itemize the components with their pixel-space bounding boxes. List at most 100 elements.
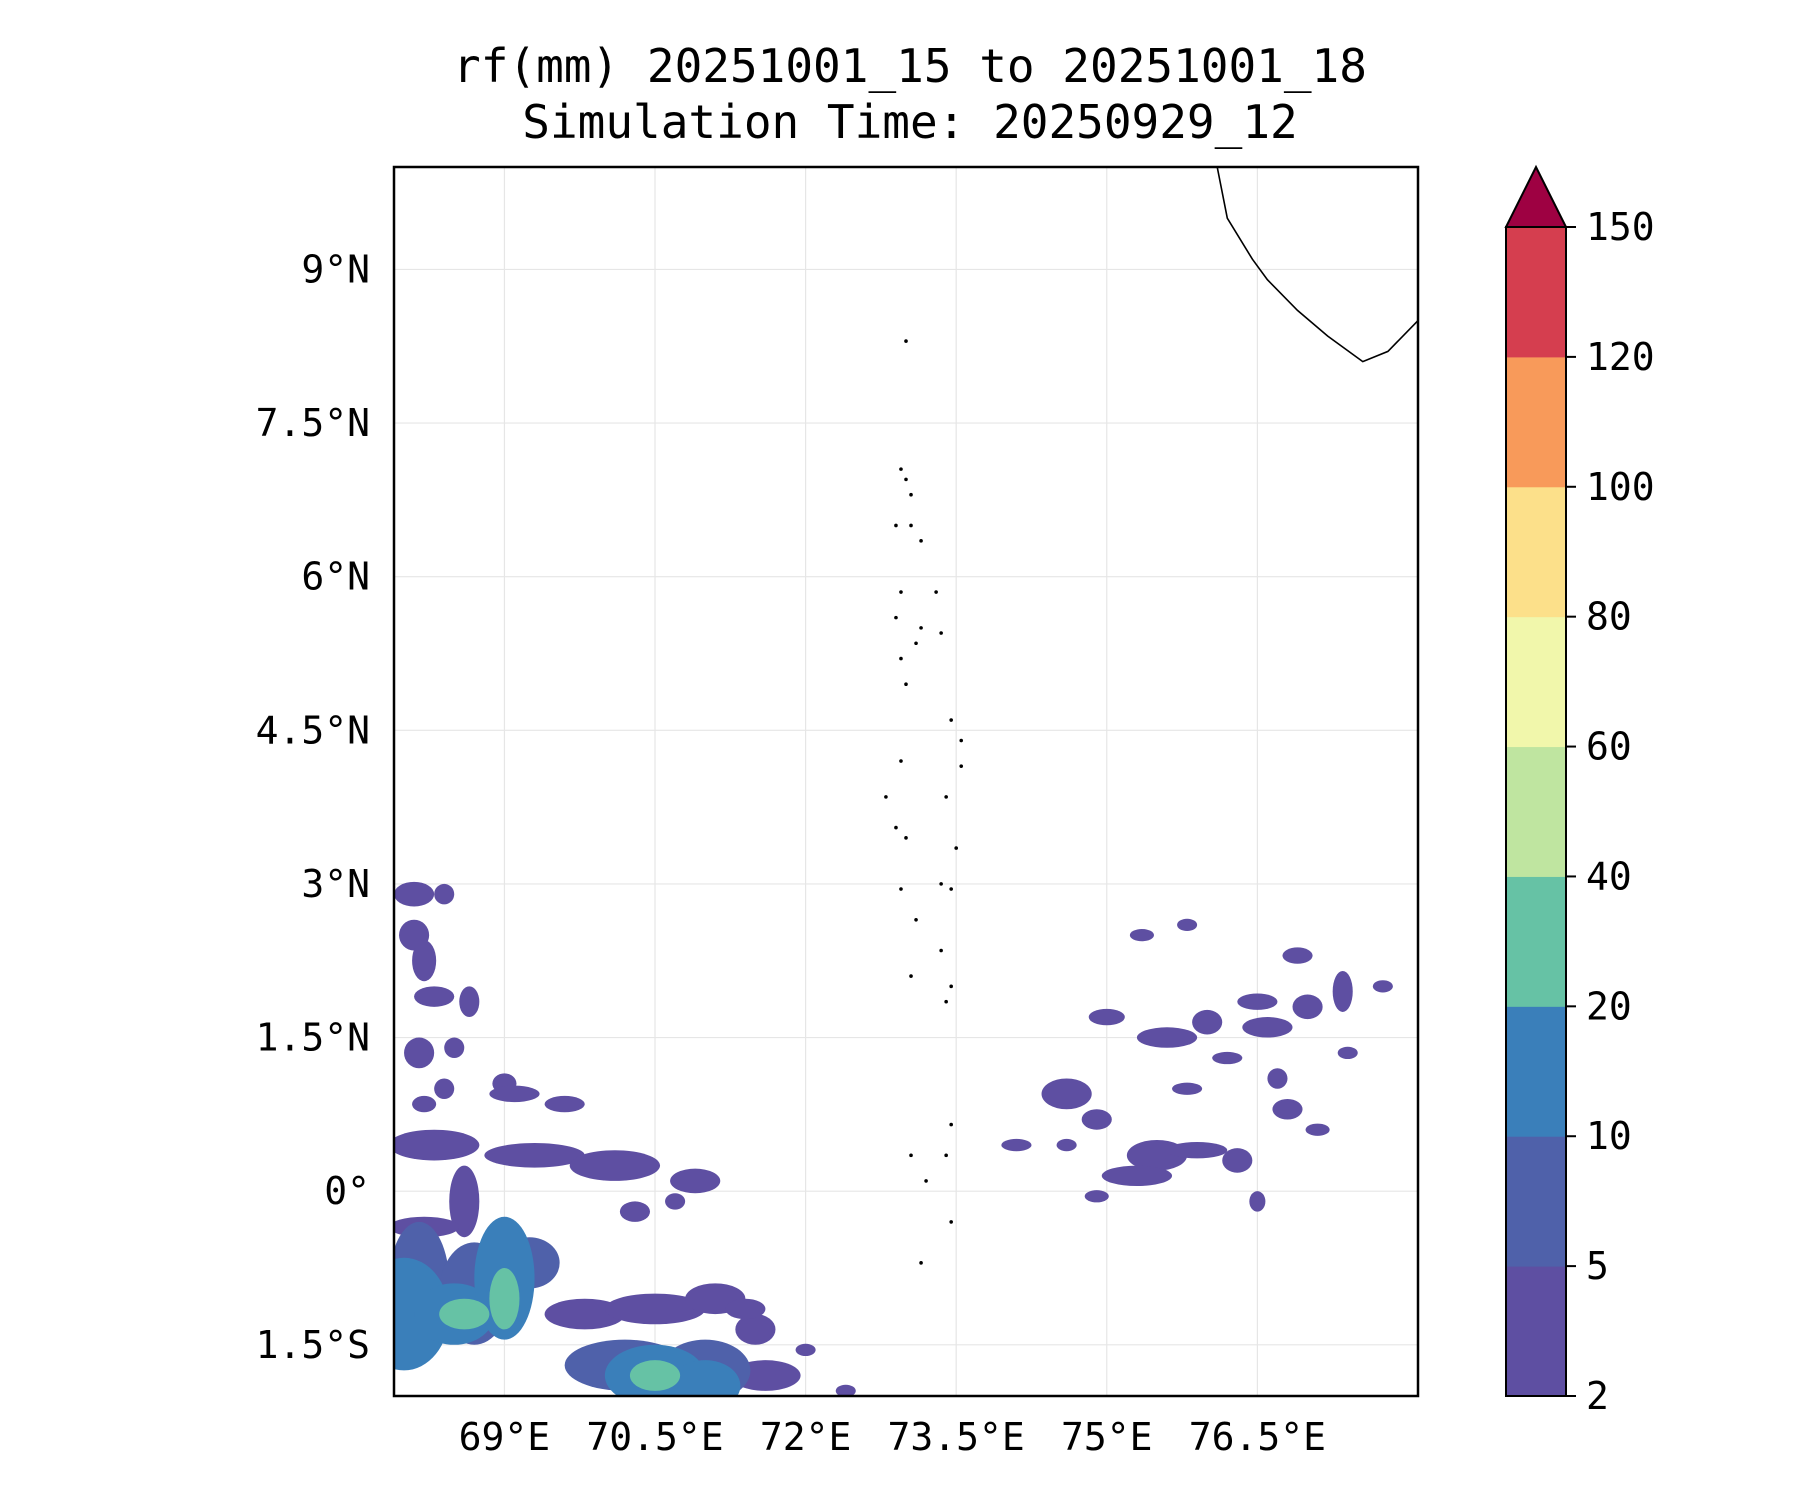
rain-cell-level-1 (775, 1369, 796, 1382)
rain-cell-level-4 (489, 1267, 520, 1330)
rain-cell-level-1 (1192, 1009, 1223, 1035)
gridlines (394, 167, 1418, 1396)
colorbar-tick-label: 10 (1586, 1114, 1632, 1158)
india-coastline (1216, 167, 1418, 363)
colorbar-outline (1505, 226, 1567, 1397)
colorbar-tick-label: 60 (1586, 725, 1632, 769)
island-dot (944, 1153, 948, 1158)
island-dot (959, 764, 964, 768)
rain-cell-level-1 (1129, 928, 1154, 942)
colorbar-tick-label: 150 (1586, 205, 1655, 249)
map-frame (392, 165, 1420, 1398)
lon-tick-label: 70.5°E (586, 1415, 723, 1459)
colorbar-segment (1506, 746, 1566, 877)
latitude-labels: 9°N 7.5°N 6°N 4.5°N 3°N 1.5°N 0° 1.5°S (256, 247, 370, 1366)
title-line-1: rf(mm) 20251001_15 to 20251001_18 (453, 39, 1367, 93)
map-background (394, 167, 1418, 1396)
rain-cell-level-1 (665, 1193, 686, 1210)
rain-cell-level-1 (544, 1095, 585, 1113)
lat-tick-label: 3°N (301, 862, 370, 906)
colorbar-segment (1506, 876, 1566, 1007)
island-dot (954, 846, 958, 850)
island-dot (904, 682, 908, 687)
rain-cell-level-1 (795, 1343, 816, 1357)
longitude-labels: 69°E 70.5°E 72°E 73.5°E 75°E 76.5°E (459, 1415, 1326, 1459)
island-dot (949, 984, 953, 989)
colorbar-extend-arrow (1504, 164, 1568, 228)
island-dot (894, 825, 898, 830)
rain-cell-level-1 (394, 1129, 480, 1161)
lat-tick-label: 6°N (301, 555, 370, 599)
rain-cell-level-1 (1177, 918, 1198, 932)
rain-cell-level-4 (629, 1360, 681, 1391)
colorbar-tick-label: 20 (1586, 984, 1632, 1028)
rain-cell-level-1 (1332, 970, 1353, 1012)
island-dot (949, 1220, 953, 1224)
rain-cell-level-1 (1282, 947, 1313, 964)
rain-cell-level-1 (434, 883, 455, 905)
island-dot (899, 467, 903, 471)
rain-cell-level-1 (1041, 1078, 1092, 1110)
island-dot (914, 641, 918, 646)
island-dot (899, 656, 903, 661)
colorbar-tick-label: 2 (1586, 1374, 1609, 1418)
lat-tick-label: 1.5°N (256, 1016, 370, 1060)
rain-cell-level-1 (444, 1037, 465, 1059)
rain-cell-level-1 (404, 1037, 435, 1069)
rain-cell-level-1 (484, 1143, 585, 1168)
island-dot (894, 523, 898, 528)
colorbar-tick-label: 5 (1586, 1244, 1609, 1288)
colorbar-tick-label: 80 (1586, 595, 1632, 639)
rain-cell-level-1 (735, 1314, 776, 1345)
colorbar-segment (1506, 1266, 1566, 1397)
island-dot (944, 999, 948, 1004)
rain-cell-level-1 (1001, 1138, 1032, 1152)
map-area (392, 165, 1420, 1398)
colorbar-segment (1506, 356, 1566, 488)
island-dot (924, 1179, 928, 1183)
island-dot (939, 948, 943, 953)
island-dot (934, 590, 938, 594)
colorbar-tick-label: 120 (1586, 335, 1655, 379)
rain-cell-level-1 (412, 1095, 437, 1113)
rain-cell-level-1 (394, 881, 435, 907)
rain-cell-level-1 (1084, 1190, 1109, 1203)
island-dot (904, 339, 908, 343)
coastline (884, 167, 1418, 1265)
rain-cell-level-1 (1337, 1046, 1358, 1060)
lat-tick-label: 1.5°S (256, 1323, 370, 1367)
island-dot (909, 1153, 913, 1158)
island-dot (949, 1122, 953, 1127)
island-dot (919, 1261, 923, 1265)
lon-tick-label: 75°E (1061, 1415, 1153, 1459)
island-dot (909, 523, 913, 528)
island-dot (919, 539, 923, 543)
rain-cell-level-1 (1222, 1148, 1253, 1173)
rain-cell-level-1 (449, 1165, 480, 1238)
island-dot (919, 626, 923, 630)
island-dot (899, 590, 903, 594)
island-dot (944, 795, 948, 799)
rain-cell-level-1 (1242, 1017, 1293, 1038)
lon-tick-label: 73.5°E (888, 1415, 1025, 1459)
rain-cell-level-1 (1101, 1165, 1173, 1187)
island-dot (959, 738, 964, 743)
rain-cell-level-1 (1272, 1098, 1303, 1120)
island-dot (894, 615, 898, 620)
rain-cell-level-1 (459, 986, 480, 1018)
island-dot (899, 759, 903, 763)
lon-tick-label: 72°E (760, 1415, 852, 1459)
colorbar-tick-label: 100 (1586, 465, 1655, 509)
island-dot (884, 795, 888, 799)
rain-cell-level-1 (670, 1168, 721, 1194)
colorbar-segment (1506, 486, 1566, 618)
colorbar-segment (1506, 1006, 1566, 1137)
rain-cell-level-1 (1172, 1082, 1203, 1095)
rain-cell-level-1 (604, 1293, 706, 1325)
rain-cell-level-1 (412, 940, 437, 982)
rain-cell-level-1 (1056, 1138, 1077, 1152)
island-dot (904, 836, 908, 840)
island-dot (939, 631, 943, 635)
rain-cell-level-1 (1081, 1109, 1112, 1130)
